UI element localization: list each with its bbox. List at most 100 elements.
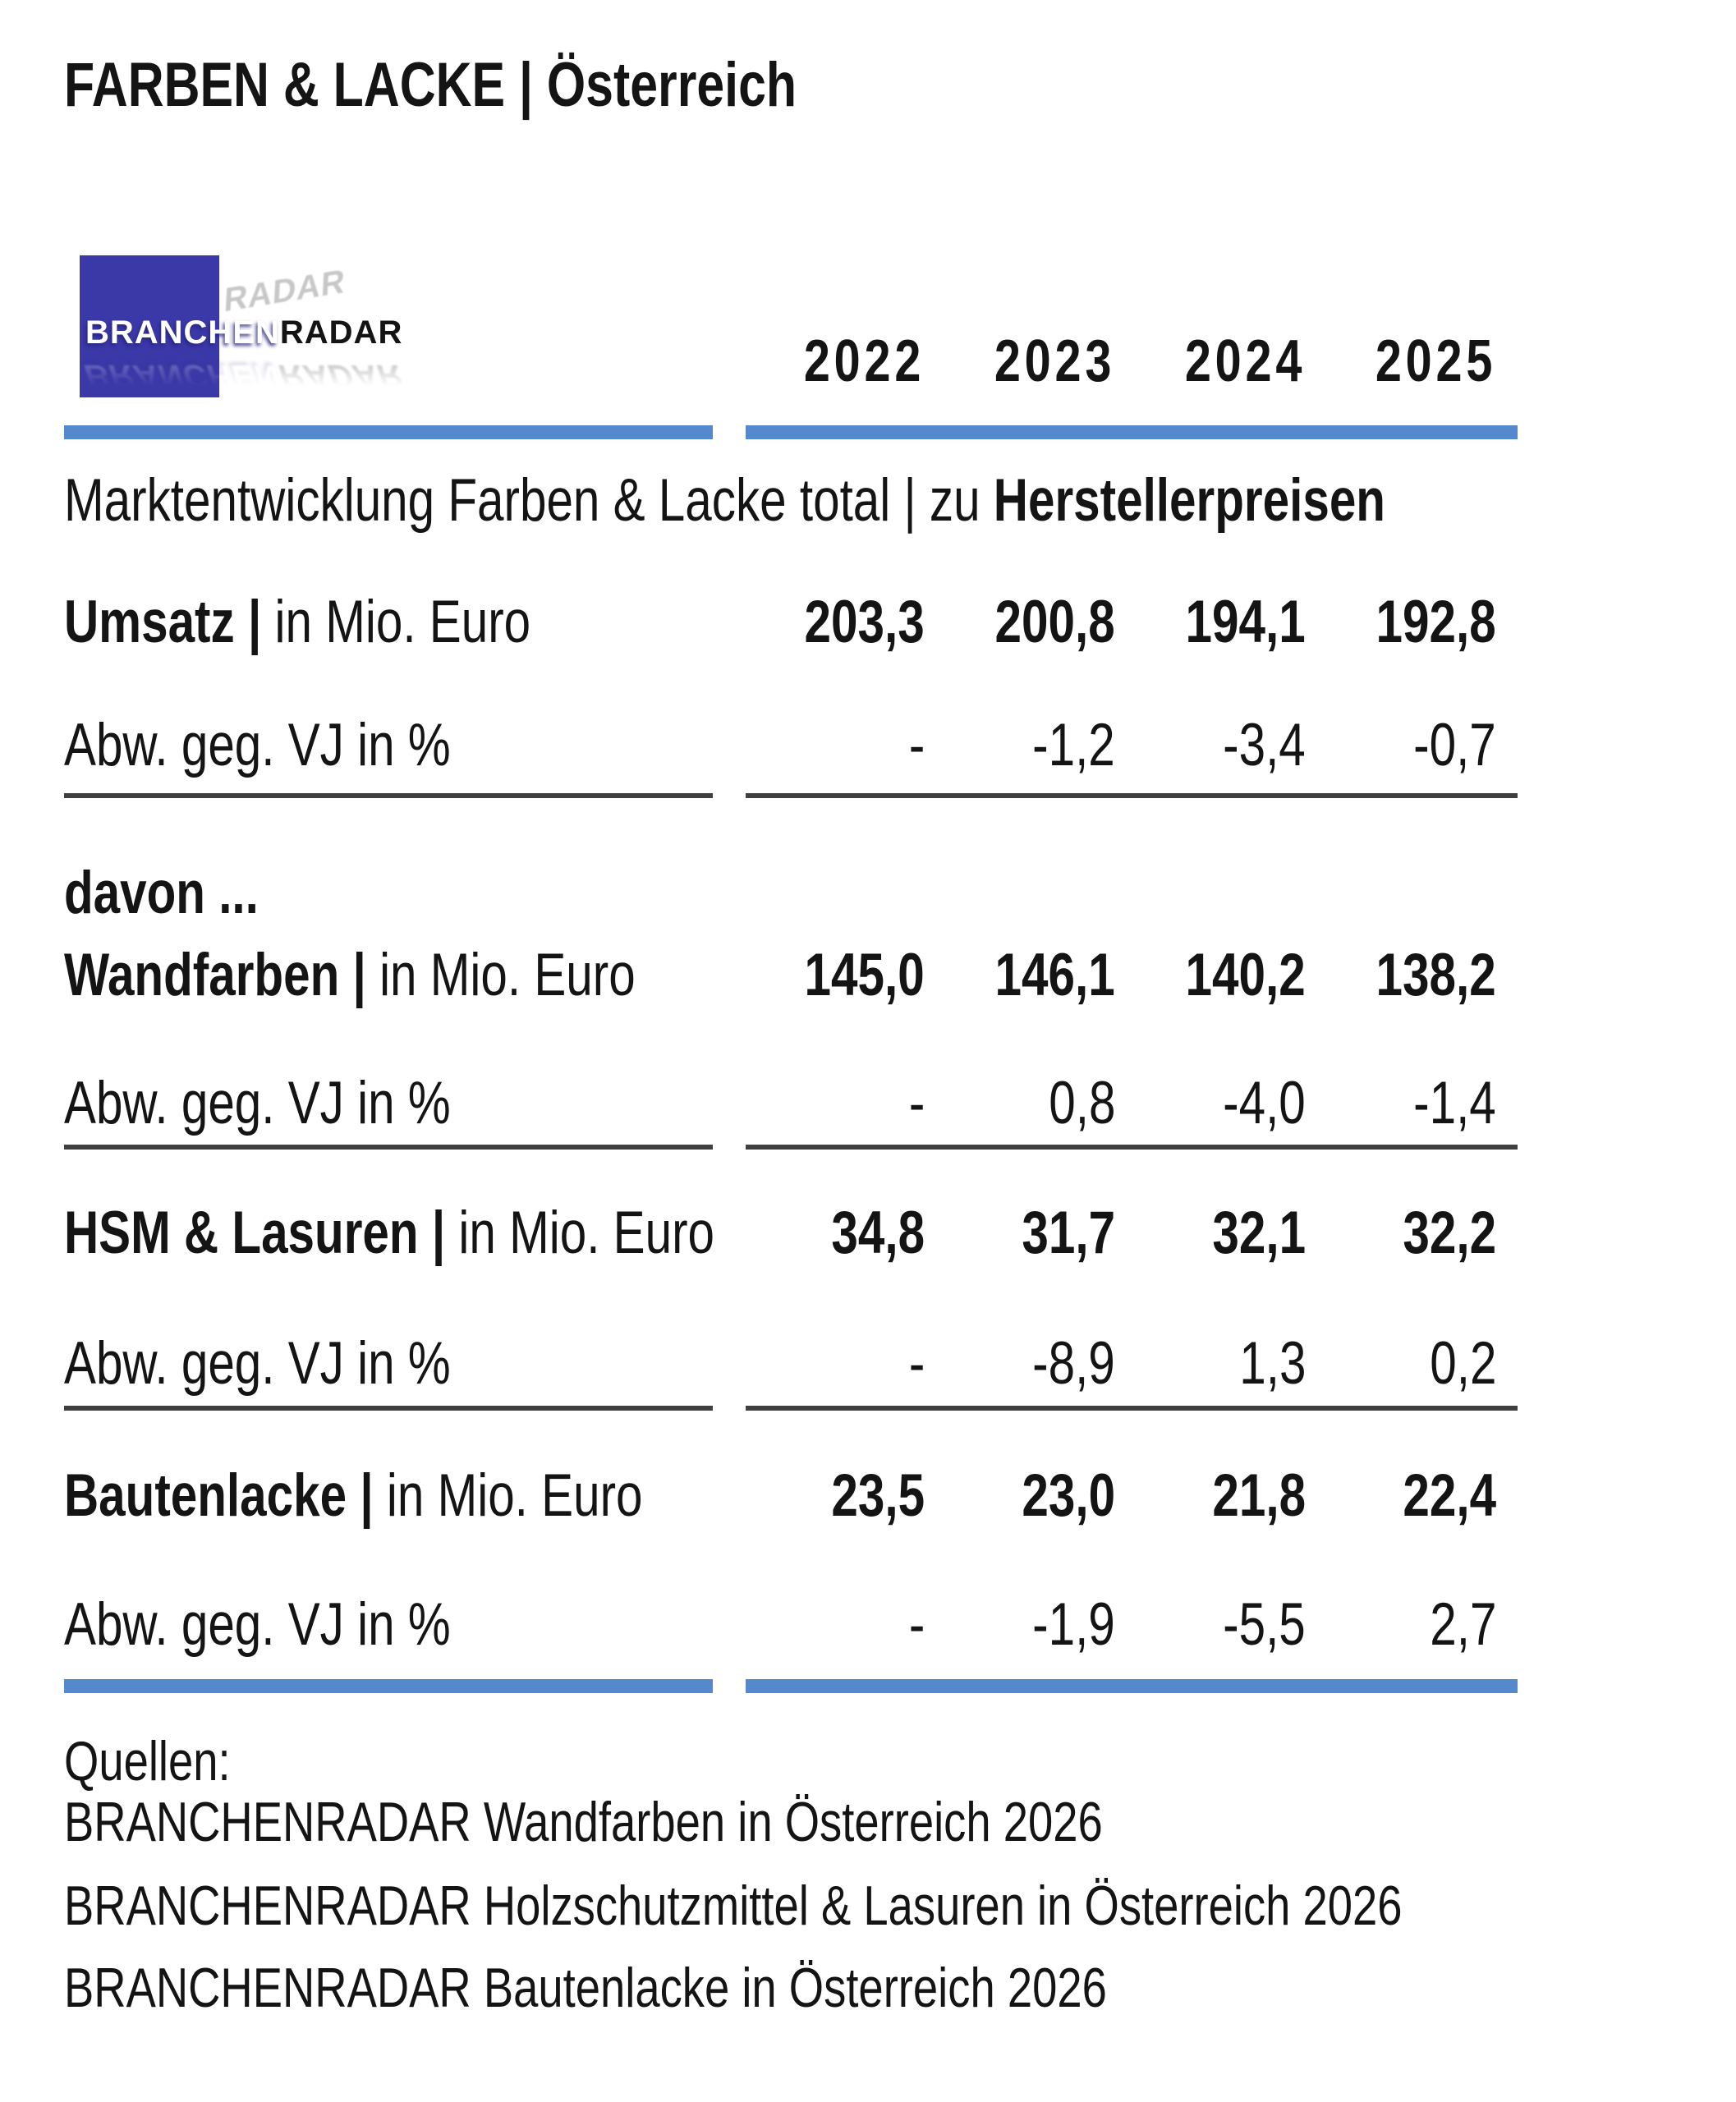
bottom-accent-bar-left	[64, 1679, 713, 1693]
cell: -0,7	[1413, 712, 1496, 778]
cell: -5,5	[1223, 1591, 1306, 1658]
section-heading-bold: Herstellerpreisen	[993, 467, 1385, 534]
year-2023: 2023	[994, 328, 1115, 394]
row-umsatz-unit: in Mio. Euro	[274, 589, 531, 655]
cell: 145,0	[804, 942, 925, 1008]
cell: 138,2	[1375, 942, 1496, 1008]
row-umsatz-name: Umsatz	[64, 589, 235, 655]
cell: 203,3	[804, 589, 925, 655]
row-hsm-lasuren-deviation: Abw. geg. VJ in % - -8,9 1,3 0,2	[64, 1328, 1518, 1400]
divider-rule	[64, 1406, 1518, 1411]
cell: 2,7	[1429, 1591, 1496, 1658]
cell: 22,4	[1403, 1462, 1496, 1529]
row-wandfarben-unit: in Mio. Euro	[379, 942, 636, 1008]
row-umsatz-label: Umsatz | in Mio. Euro	[64, 586, 755, 659]
bottom-accent-bar-right	[746, 1679, 1518, 1693]
cell: -8,9	[1032, 1330, 1115, 1397]
logo-text-secondary: RADAR	[279, 314, 403, 351]
cell: -	[908, 1070, 925, 1136]
row-hsm-lasuren-unit: in Mio. Euro	[458, 1200, 715, 1266]
cell: -	[908, 712, 925, 778]
deviation-label: Abw. geg. VJ in %	[64, 712, 451, 778]
branchenradar-logo	[80, 255, 219, 397]
row-hsm-lasuren-label: HSM & Lasuren | in Mio. Euro	[64, 1197, 755, 1269]
cell: 23,5	[831, 1462, 925, 1529]
section-heading: Marktentwicklung Farben & Lacke total | …	[64, 465, 1518, 537]
bottom-accent-bar	[64, 1679, 1518, 1693]
year-2025: 2025	[1375, 328, 1496, 394]
row-bautenlacke-label: Bautenlacke | in Mio. Euro	[64, 1460, 755, 1532]
divider-rule-right	[746, 793, 1518, 798]
cell: 23,0	[1022, 1462, 1115, 1529]
branchenradar-logo-text: BRANCHENRADAR	[85, 313, 402, 352]
row-umsatz-deviation: Abw. geg. VJ in % - -1,2 -3,4 -0,7	[64, 709, 1518, 782]
cell: -	[908, 1591, 925, 1658]
cell: -4,0	[1223, 1070, 1306, 1136]
divider-rule-left	[64, 1406, 713, 1411]
divider-rule	[64, 1145, 1518, 1150]
divider-rule	[64, 793, 1518, 798]
divider-rule-right	[746, 1145, 1518, 1150]
source-line: BRANCHENRADAR Bautenlacke in Österreich …	[64, 1957, 1107, 2019]
logo-ghost-radar: RADAR	[223, 262, 347, 319]
deviation-label: Abw. geg. VJ in %	[64, 1070, 451, 1136]
cell: -1,4	[1413, 1070, 1496, 1136]
row-umsatz: Umsatz | in Mio. Euro 203,3 200,8 194,1 …	[64, 586, 1518, 659]
cell: 1,3	[1238, 1330, 1306, 1397]
cell: 31,7	[1022, 1200, 1115, 1266]
row-hsm-lasuren-name: HSM & Lasuren	[64, 1200, 419, 1266]
top-accent-bar-right	[746, 425, 1518, 439]
sources-heading: Quellen:	[64, 1730, 231, 1792]
year-col-2024: 2024	[1137, 326, 1327, 397]
divider-rule-left	[64, 793, 713, 798]
cell: 32,2	[1403, 1200, 1496, 1266]
cell: 0,2	[1429, 1330, 1496, 1397]
row-wandfarben-name: Wandfarben	[64, 942, 340, 1008]
logo-text-primary: BRANCHEN	[85, 314, 280, 351]
cell: 194,1	[1185, 589, 1306, 655]
year-2024: 2024	[1184, 328, 1306, 394]
row-hsm-lasuren: HSM & Lasuren | in Mio. Euro 34,8 31,7 3…	[64, 1197, 1518, 1269]
cell: 200,8	[994, 589, 1115, 655]
source-line: BRANCHENRADAR Holzschutzmittel & Lasuren…	[64, 1875, 1403, 1937]
cell: -	[908, 1330, 925, 1397]
row-umsatz-separator: |	[247, 589, 262, 655]
cell: 0,8	[1048, 1070, 1115, 1136]
year-col-2025: 2025	[1327, 326, 1518, 397]
row-wandfarben: Wandfarben | in Mio. Euro 145,0 146,1 14…	[64, 939, 1518, 1012]
cell: 192,8	[1375, 589, 1496, 655]
divider-rule-right	[746, 1406, 1518, 1411]
top-accent-bar	[64, 425, 1518, 439]
cell: 34,8	[831, 1200, 925, 1266]
section-heading-regular: Marktentwicklung Farben & Lacke total | …	[64, 467, 994, 534]
cell: -1,9	[1032, 1591, 1115, 1658]
row-hsm-lasuren-separator: |	[431, 1200, 446, 1266]
cell: 21,8	[1212, 1462, 1306, 1529]
row-wandfarben-label: Wandfarben | in Mio. Euro	[64, 939, 755, 1012]
page-title-text: FARBEN & LACKE | Österreich	[64, 50, 797, 120]
cell: -3,4	[1223, 712, 1306, 778]
page-title: FARBEN & LACKE | Österreich	[64, 48, 1518, 122]
cell: 32,1	[1212, 1200, 1306, 1266]
row-bautenlacke: Bautenlacke | in Mio. Euro 23,5 23,0 21,…	[64, 1460, 1518, 1532]
top-accent-bar-left	[64, 425, 713, 439]
source-line: BRANCHENRADAR Wandfarben in Österreich 2…	[64, 1791, 1103, 1853]
deviation-label: Abw. geg. VJ in %	[64, 1591, 451, 1658]
row-wandfarben-deviation: Abw. geg. VJ in % - 0,8 -4,0 -1,4	[64, 1067, 1518, 1140]
deviation-label: Abw. geg. VJ in %	[64, 1330, 451, 1397]
row-bautenlacke-name: Bautenlacke	[64, 1462, 347, 1529]
row-bautenlacke-unit: in Mio. Euro	[386, 1462, 643, 1529]
row-bautenlacke-separator: |	[360, 1462, 374, 1529]
davon-label: davon ...	[64, 860, 259, 926]
cell: 140,2	[1185, 942, 1306, 1008]
year-col-2022: 2022	[755, 326, 946, 397]
row-bautenlacke-deviation: Abw. geg. VJ in % - -1,9 -5,5 2,7	[64, 1589, 1518, 1661]
cell: -1,2	[1032, 712, 1115, 778]
year-2022: 2022	[803, 328, 925, 394]
row-wandfarben-separator: |	[352, 942, 366, 1008]
divider-rule-left	[64, 1145, 713, 1150]
cell: 146,1	[994, 942, 1115, 1008]
year-col-2023: 2023	[946, 326, 1137, 397]
year-header-row: 2022 2023 2024 2025	[64, 326, 1518, 397]
